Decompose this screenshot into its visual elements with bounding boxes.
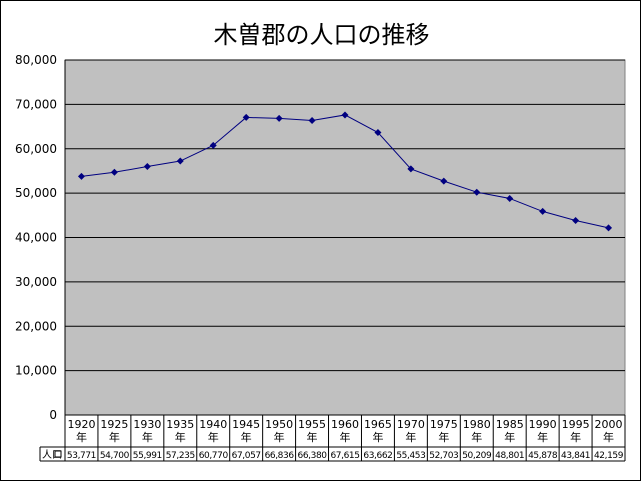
data-point: [572, 216, 580, 224]
x-tick-label-unit: 年: [537, 430, 548, 444]
x-tick-label-year: 1965: [364, 418, 392, 431]
data-point: [176, 157, 184, 165]
x-tick-label-year: 1980: [463, 418, 491, 431]
y-tick-label: 0: [49, 408, 57, 422]
data-table: 人口1920年53,7711925年54,7001930年55,9911935年…: [39, 415, 626, 462]
data-point: [374, 128, 382, 136]
x-tick-label-unit: 年: [372, 430, 383, 444]
table-cell-value: 55,991: [133, 451, 162, 461]
x-tick-label-year: 1940: [199, 418, 227, 431]
data-point: [506, 194, 514, 202]
data-point: [539, 207, 547, 215]
table-cell-value: 54,700: [100, 451, 130, 461]
data-point: [440, 177, 448, 185]
data-point: [242, 113, 250, 121]
x-tick-label-year: 1985: [496, 418, 524, 431]
x-tick-label-year: 1975: [430, 418, 458, 431]
legend-key: [54, 450, 62, 458]
data-point: [407, 165, 415, 173]
data-point: [110, 168, 118, 176]
x-tick-label-unit: 年: [76, 430, 87, 444]
series-markers: [77, 111, 613, 232]
table-cell-value: 66,380: [298, 451, 328, 461]
table-cell-value: 42,159: [594, 451, 624, 461]
x-tick-label-year: 1925: [100, 418, 128, 431]
y-axis: 0 10,000 20,000 30,000 40,000 50,000 60,000 70,…: [15, 53, 66, 422]
x-tick-label-year: 1920: [67, 418, 95, 431]
data-point: [143, 163, 151, 171]
table-cell-value: 52,703: [429, 451, 458, 461]
x-tick-label-unit: 年: [438, 430, 449, 444]
table-cell-value: 45,878: [528, 451, 558, 461]
table-cell-value: 48,801: [495, 451, 524, 461]
x-tick-label-year: 1995: [562, 418, 590, 431]
table-cell-value: 67,615: [330, 451, 359, 461]
y-tick-label: 40,000: [15, 231, 57, 245]
table-cell-value: 43,841: [561, 451, 590, 461]
x-tick-label-unit: 年: [307, 430, 318, 444]
data-point: [308, 116, 316, 124]
x-tick-label-year: 1935: [166, 418, 194, 431]
table-cell-value: 63,662: [363, 451, 392, 461]
y-tick-label: 30,000: [15, 275, 57, 289]
data-point: [341, 111, 349, 119]
y-tick-label: 20,000: [15, 319, 57, 333]
table-cell-value: 50,209: [462, 451, 492, 461]
x-tick-label-year: 1990: [529, 418, 557, 431]
data-point: [275, 114, 283, 122]
data-point: [605, 224, 613, 232]
x-tick-label-unit: 年: [570, 430, 581, 444]
x-tick-label-year: 1950: [265, 418, 293, 431]
table-cell-value: 57,235: [166, 451, 195, 461]
data-point: [209, 141, 217, 149]
x-tick-label-unit: 年: [405, 430, 416, 444]
table-cell-value: 66,836: [265, 451, 295, 461]
x-tick-label-unit: 年: [241, 430, 252, 444]
x-tick-label-year: 1930: [133, 418, 161, 431]
x-tick-label-year: 2000: [595, 418, 623, 431]
x-tick-label-unit: 年: [208, 430, 219, 444]
table-cell-value: 53,771: [67, 451, 96, 461]
x-tick-label-year: 1955: [298, 418, 326, 431]
x-tick-label-unit: 年: [340, 430, 351, 444]
x-tick-label-unit: 年: [504, 430, 515, 444]
x-tick-label-unit: 年: [274, 430, 285, 444]
x-tick-label-unit: 年: [471, 430, 482, 444]
x-tick-label-unit: 年: [175, 430, 186, 444]
y-tick-label: 80,000: [15, 53, 57, 67]
x-tick-label-year: 1960: [331, 418, 359, 431]
y-tick-label: 60,000: [15, 142, 57, 156]
chart-title: 木曽郡の人口の推移: [213, 21, 430, 49]
x-tick-label-unit: 年: [603, 430, 614, 444]
data-point: [473, 188, 481, 196]
x-tick-label-year: 1970: [397, 418, 425, 431]
y-tick-label: 10,000: [15, 364, 57, 378]
table-cell-value: 60,770: [199, 451, 229, 461]
y-tick-label: 70,000: [15, 97, 57, 111]
grid-lines: [65, 59, 625, 416]
table-cell-value: 55,453: [396, 451, 425, 461]
data-point: [77, 172, 85, 180]
y-tick-label: 50,000: [15, 186, 57, 200]
x-tick-label-unit: 年: [142, 430, 153, 444]
x-tick-label-year: 1945: [232, 418, 260, 431]
x-tick-label-unit: 年: [109, 430, 120, 444]
table-cell-value: 67,057: [232, 451, 261, 461]
